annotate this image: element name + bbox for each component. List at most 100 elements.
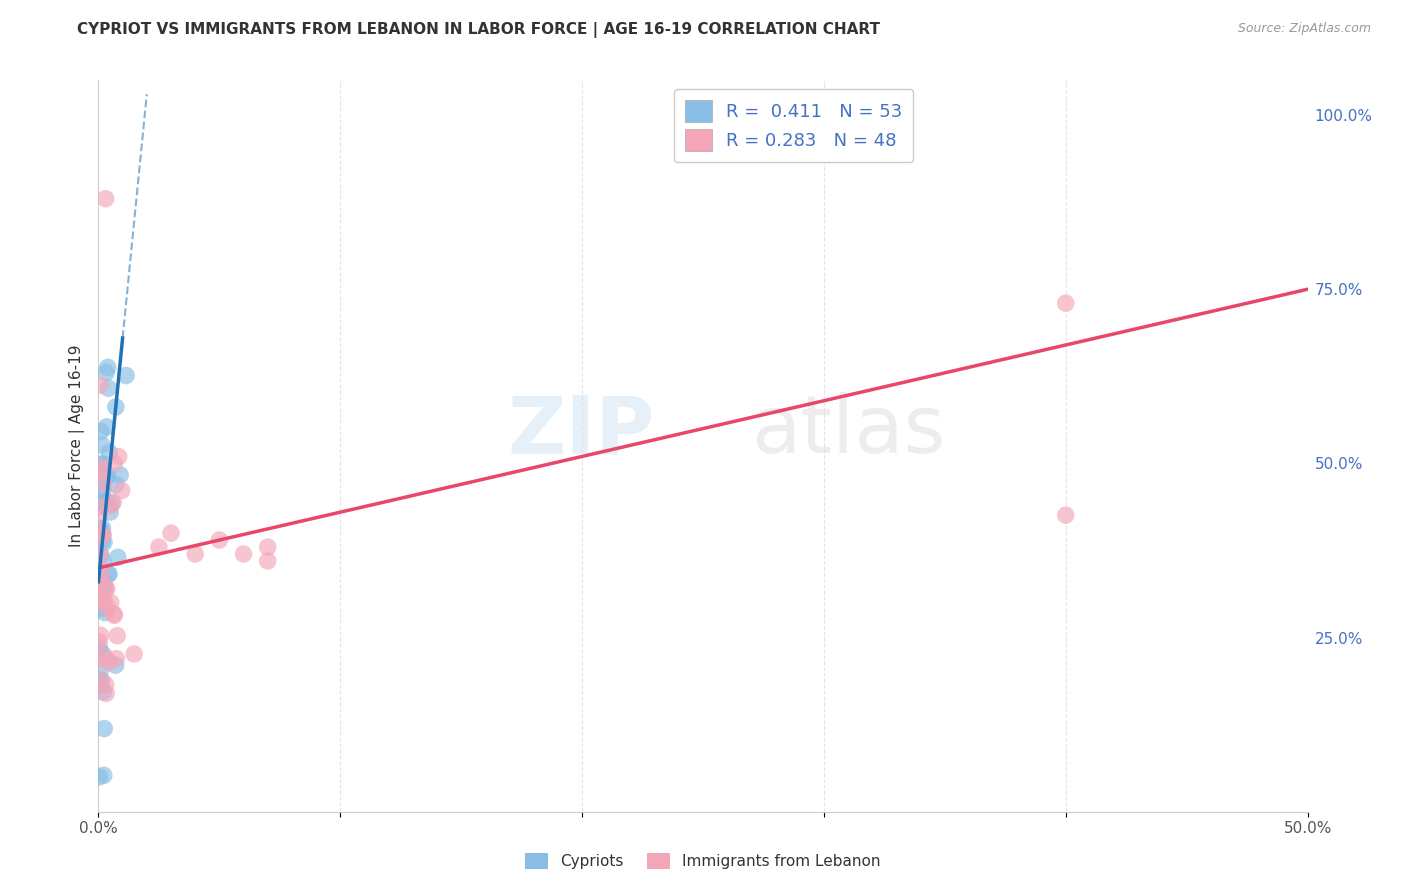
Text: ZIP: ZIP — [508, 392, 655, 470]
Text: CYPRIOT VS IMMIGRANTS FROM LEBANON IN LABOR FORCE | AGE 16-19 CORRELATION CHART: CYPRIOT VS IMMIGRANTS FROM LEBANON IN LA… — [77, 22, 880, 38]
Point — [96, 582, 118, 597]
Point — [100, 595, 122, 609]
Point — [89, 594, 111, 608]
Point — [90, 590, 112, 604]
Point — [148, 540, 170, 554]
Point — [93, 685, 115, 699]
Point — [91, 457, 114, 471]
Point — [232, 547, 254, 561]
Point — [91, 554, 114, 568]
Point — [96, 366, 118, 380]
Point — [89, 640, 111, 655]
Point — [91, 528, 114, 542]
Point — [101, 495, 124, 509]
Point — [89, 522, 111, 536]
Point — [98, 499, 121, 513]
Point — [111, 483, 134, 498]
Point — [89, 664, 111, 678]
Point — [90, 498, 112, 512]
Point — [90, 524, 112, 538]
Point — [256, 540, 278, 554]
Point — [97, 468, 120, 483]
Point — [89, 500, 111, 514]
Point — [115, 368, 138, 383]
Point — [89, 465, 111, 479]
Point — [96, 420, 118, 434]
Point — [91, 527, 114, 541]
Point — [93, 594, 115, 608]
Point — [91, 496, 114, 510]
Point — [105, 651, 128, 665]
Point — [103, 457, 125, 471]
Point — [93, 476, 115, 491]
Point — [94, 471, 117, 485]
Point — [94, 580, 117, 594]
Point — [97, 381, 120, 395]
Point — [90, 601, 112, 615]
Point — [89, 634, 111, 648]
Point — [94, 192, 117, 206]
Point — [89, 673, 111, 687]
Point — [107, 450, 129, 464]
Point — [89, 673, 111, 688]
Point — [91, 521, 114, 535]
Point — [90, 566, 112, 581]
Point — [93, 768, 115, 782]
Y-axis label: In Labor Force | Age 16-19: In Labor Force | Age 16-19 — [69, 344, 84, 548]
Point — [89, 510, 111, 524]
Point — [94, 686, 117, 700]
Point — [91, 533, 114, 548]
Point — [256, 554, 278, 568]
Point — [98, 656, 121, 670]
Point — [104, 658, 127, 673]
Point — [90, 628, 112, 642]
Point — [89, 483, 111, 497]
Legend: Cypriots, Immigrants from Lebanon: Cypriots, Immigrants from Lebanon — [519, 847, 887, 875]
Text: Source: ZipAtlas.com: Source: ZipAtlas.com — [1237, 22, 1371, 36]
Point — [93, 722, 115, 736]
Point — [104, 400, 127, 414]
Point — [1054, 508, 1077, 522]
Point — [90, 460, 112, 475]
Point — [103, 607, 125, 621]
Point — [89, 558, 111, 573]
Point — [160, 526, 183, 541]
Point — [91, 495, 114, 509]
Point — [91, 528, 114, 542]
Point — [93, 583, 115, 598]
Point — [98, 505, 121, 519]
Point — [91, 457, 114, 471]
Point — [90, 673, 112, 688]
Point — [91, 647, 114, 661]
Point — [89, 770, 111, 784]
Point — [94, 606, 117, 620]
Point — [89, 527, 111, 541]
Point — [103, 608, 125, 623]
Legend: R =  0.411   N = 53, R = 0.283   N = 48: R = 0.411 N = 53, R = 0.283 N = 48 — [673, 89, 914, 162]
Point — [96, 494, 118, 508]
Point — [105, 629, 128, 643]
Point — [104, 477, 127, 491]
Point — [208, 533, 231, 547]
Point — [89, 679, 111, 693]
Point — [98, 445, 121, 459]
Point — [107, 550, 129, 565]
Point — [94, 650, 117, 665]
Point — [96, 599, 118, 614]
Point — [90, 425, 112, 439]
Point — [89, 565, 111, 579]
Point — [97, 567, 120, 582]
Point — [91, 483, 114, 498]
Point — [90, 438, 112, 452]
Text: atlas: atlas — [751, 392, 945, 470]
Point — [90, 548, 112, 562]
Point — [1054, 296, 1077, 310]
Point — [122, 647, 145, 661]
Point — [89, 547, 111, 561]
Point — [89, 566, 111, 581]
Point — [89, 378, 111, 392]
Point — [108, 467, 131, 482]
Point — [98, 567, 121, 582]
Point — [90, 589, 112, 603]
Point — [93, 574, 115, 589]
